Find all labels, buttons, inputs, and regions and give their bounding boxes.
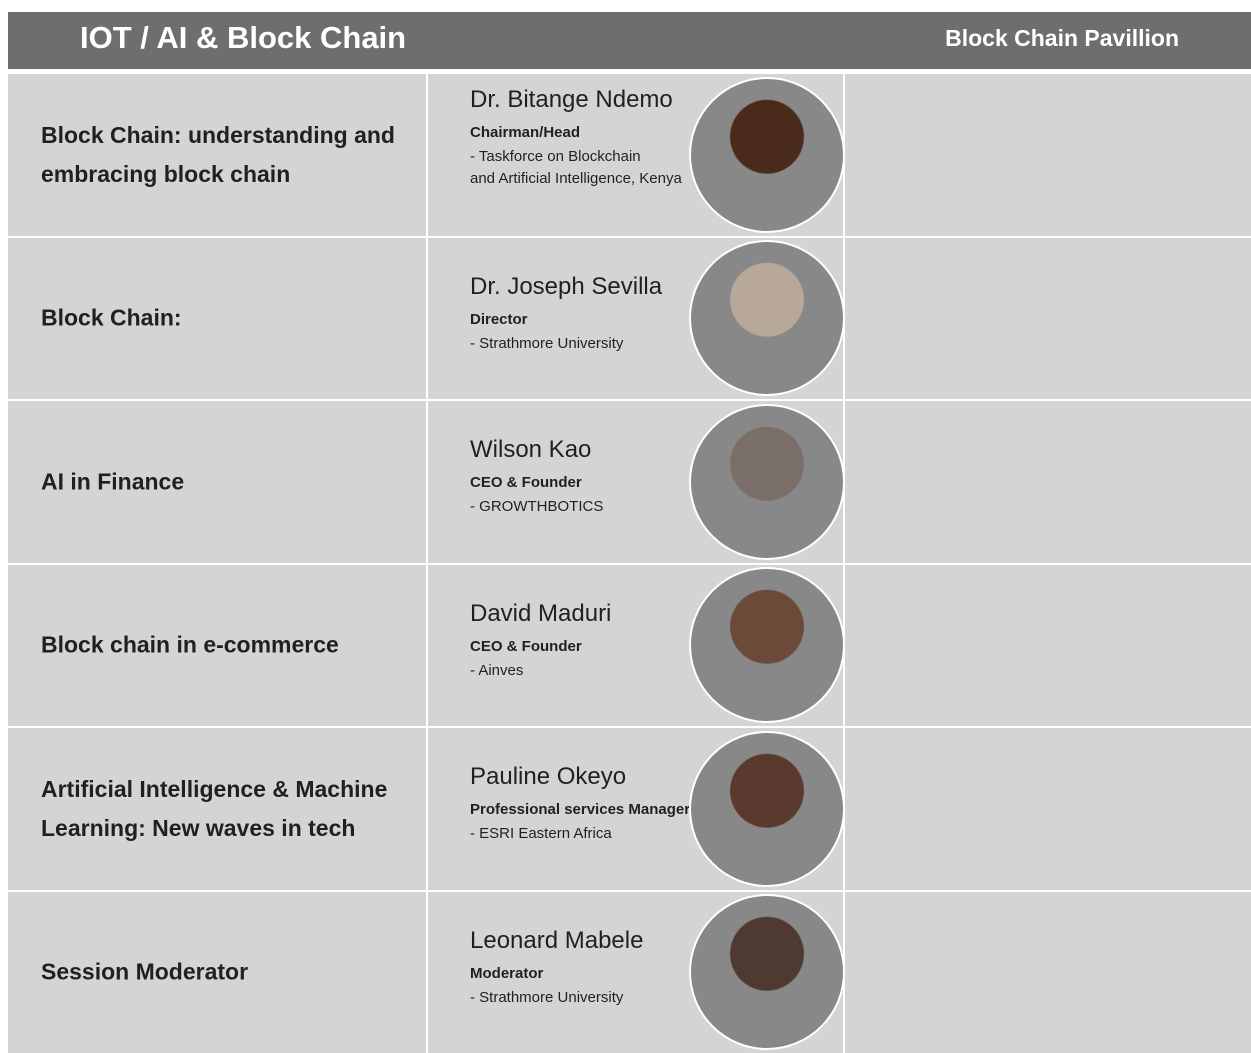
speaker-photo bbox=[689, 731, 845, 887]
speaker-org: - Ainves bbox=[470, 660, 523, 682]
topic-cell: Block Chain: bbox=[8, 238, 426, 400]
speaker-org: - Strathmore University bbox=[470, 333, 623, 355]
header-title: IOT / AI & Block Chain bbox=[80, 20, 406, 56]
topic-cell: Artificial Intelligence & Machine Learni… bbox=[8, 728, 426, 890]
speaker-cell: Pauline Okeyo Professional services Manag… bbox=[428, 728, 843, 890]
pavilion: Block Chain Pavillion bbox=[945, 25, 1179, 52]
speaker-org: and Artificial Intelligence, Kenya bbox=[470, 168, 682, 190]
empty-cell bbox=[845, 238, 1251, 400]
topic-cell: AI in Finance bbox=[8, 401, 426, 563]
topic-cell: Session Moderator bbox=[8, 892, 426, 1053]
speaker-photo bbox=[689, 240, 845, 396]
speaker-name: Pauline Okeyo bbox=[470, 763, 626, 791]
topic-cell: Block chain in e-commerce bbox=[8, 565, 426, 727]
speaker-role: CEO & Founder bbox=[470, 638, 582, 655]
speaker-photo bbox=[689, 404, 845, 560]
speaker-role: Moderator bbox=[470, 965, 543, 982]
speaker-org: - ESRI Eastern Africa bbox=[470, 823, 612, 845]
empty-cell bbox=[845, 892, 1251, 1053]
topic: Block chain in e-commerce bbox=[41, 626, 406, 665]
empty-cell bbox=[845, 74, 1251, 236]
speaker-role: Professional services Manager bbox=[470, 801, 690, 818]
speaker-name: David Maduri bbox=[470, 600, 611, 628]
speaker-org: - Taskforce on Blockchain bbox=[470, 146, 641, 168]
speaker-cell: Leonard Mabele Moderator - Strathmore Univ… bbox=[428, 892, 843, 1053]
speaker-photo bbox=[689, 77, 845, 233]
topic: AI in Finance bbox=[41, 462, 406, 501]
speaker-cell: Dr. Bitange Ndemo Chairman/Head - Taskforc… bbox=[428, 74, 843, 236]
topic: Block Chain: bbox=[41, 299, 406, 338]
speaker-role: CEO & Founder bbox=[470, 474, 582, 491]
header: IOT / AI & Block Chain Block Chain Pavil… bbox=[8, 12, 1251, 69]
speaker-photo bbox=[689, 567, 845, 723]
speaker-photo bbox=[689, 894, 845, 1050]
topic-cell: Block Chain: understanding and embracing… bbox=[8, 74, 426, 236]
empty-cell bbox=[845, 401, 1251, 563]
topic: Artificial Intelligence & Machine Learni… bbox=[41, 770, 406, 848]
speaker-cell: David Maduri CEO & Founder - Ainves bbox=[428, 565, 843, 727]
speaker-name: Wilson Kao bbox=[470, 436, 591, 464]
speaker-org: - GROWTHBOTICS bbox=[470, 496, 603, 518]
speaker-name: Leonard Mabele bbox=[470, 927, 643, 955]
speaker-org: - Strathmore University bbox=[470, 987, 623, 1009]
empty-cell bbox=[845, 728, 1251, 890]
speaker-role: Chairman/Head bbox=[470, 124, 580, 141]
topic: Block Chain: understanding and embracing… bbox=[41, 116, 406, 194]
speaker-role: Director bbox=[470, 311, 528, 328]
speaker-cell: Dr. Joseph Sevilla Director - Strathmore U… bbox=[428, 238, 843, 400]
topic: Session Moderator bbox=[41, 953, 406, 992]
speaker-name: Dr. Joseph Sevilla bbox=[470, 273, 662, 301]
speaker-cell: Wilson Kao CEO & Founder - GROWTHBOTICS bbox=[428, 401, 843, 563]
speaker-name: Dr. Bitange Ndemo bbox=[470, 86, 673, 114]
empty-cell bbox=[845, 565, 1251, 727]
